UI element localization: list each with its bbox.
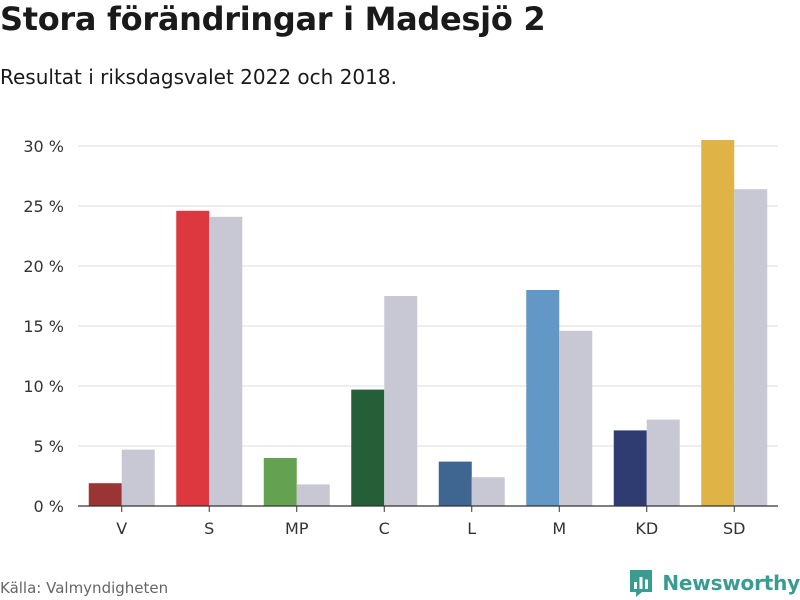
bar-2022-kd bbox=[613, 430, 647, 506]
y-tick-label: 25 % bbox=[23, 197, 64, 216]
brand-name: Newsworthy bbox=[662, 571, 800, 595]
x-tick-label: V bbox=[116, 519, 127, 538]
bar-2018-m bbox=[559, 330, 593, 506]
y-tick-label: 10 % bbox=[23, 377, 64, 396]
x-tick-label: C bbox=[379, 519, 390, 538]
y-tick-label: 30 % bbox=[23, 137, 64, 156]
bars bbox=[88, 140, 768, 507]
y-tick-label: 0 % bbox=[34, 497, 64, 516]
bar-2018-kd bbox=[646, 419, 680, 506]
bar-2022-l bbox=[438, 461, 472, 506]
y-axis-tick-labels: 0 % 5 % 10 % 15 % 20 % 25 % 30 % bbox=[23, 137, 64, 516]
bar-2022-c bbox=[351, 389, 385, 506]
bar-2022-m bbox=[526, 290, 560, 506]
bar-2018-v bbox=[121, 449, 155, 506]
x-tick-label: MP bbox=[285, 519, 309, 538]
chart-subtitle: Resultat i riksdagsvalet 2022 och 2018. bbox=[0, 65, 397, 89]
x-axis: V S MP C L M KD SD bbox=[78, 505, 778, 538]
y-tick-label: 5 % bbox=[34, 437, 64, 456]
bar-2022-v bbox=[88, 483, 122, 506]
x-tick-label: SD bbox=[723, 519, 745, 538]
bar-2018-l bbox=[471, 477, 505, 506]
bar-2018-mp bbox=[296, 484, 330, 506]
source-note: Källa: Valmyndigheten bbox=[0, 579, 169, 597]
bar-2018-sd bbox=[734, 189, 768, 506]
bar-2022-sd bbox=[701, 140, 735, 506]
bar-2022-s bbox=[176, 210, 210, 507]
x-tick-label: S bbox=[204, 519, 214, 538]
x-tick-label: M bbox=[552, 519, 566, 538]
bar-2022-mp bbox=[263, 458, 297, 506]
chart-title: Stora förändringar i Madesjö 2 bbox=[0, 0, 546, 38]
bar-2018-c bbox=[384, 296, 418, 506]
bar-2018-s bbox=[209, 216, 243, 507]
y-tick-label: 15 % bbox=[23, 317, 64, 336]
x-tick-label: L bbox=[467, 519, 476, 538]
brand-logo: Newsworthy bbox=[628, 566, 800, 600]
y-tick-label: 20 % bbox=[23, 257, 64, 276]
bar-chart-logo-icon bbox=[630, 570, 653, 597]
bar-chart: 0 % 5 % 10 % 15 % 20 % 25 % 30 % V S MP C L M KD SD bbox=[23, 137, 778, 538]
x-tick-label: KD bbox=[635, 519, 658, 538]
